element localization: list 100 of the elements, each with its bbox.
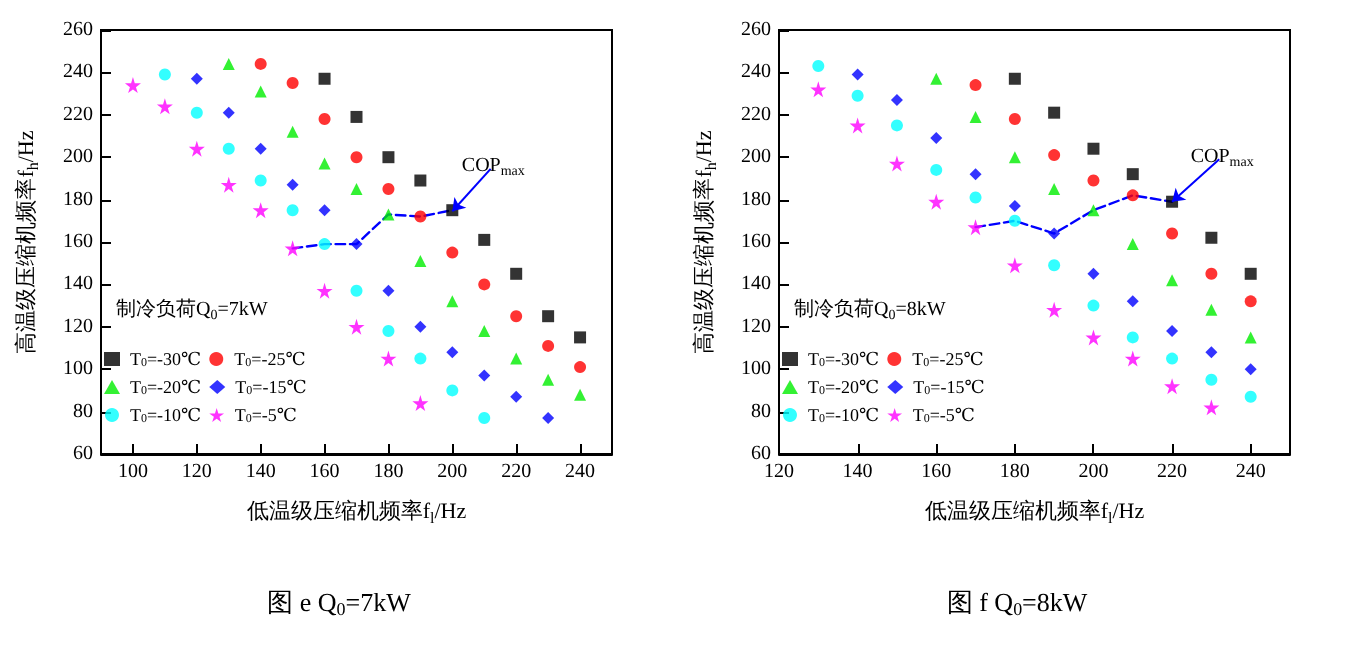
point bbox=[382, 208, 395, 221]
point bbox=[478, 278, 491, 291]
y-tick-label: 260 bbox=[63, 19, 93, 41]
point bbox=[1008, 199, 1021, 212]
y-tick-label: 140 bbox=[741, 273, 771, 296]
point bbox=[1205, 231, 1218, 244]
y-tick-label: 120 bbox=[741, 315, 771, 338]
point bbox=[967, 219, 984, 236]
x-tick-label: 140 bbox=[842, 461, 873, 483]
point bbox=[446, 246, 459, 259]
point bbox=[382, 183, 395, 195]
point bbox=[1244, 295, 1257, 308]
point bbox=[510, 310, 523, 323]
point bbox=[510, 352, 523, 365]
point bbox=[190, 106, 203, 119]
point bbox=[510, 267, 523, 280]
point bbox=[316, 282, 333, 299]
y-tick-label: 140 bbox=[63, 273, 93, 296]
point bbox=[1244, 267, 1257, 280]
y-tick-label: 120 bbox=[63, 315, 93, 338]
point bbox=[1203, 399, 1220, 416]
point bbox=[1048, 149, 1061, 162]
point bbox=[478, 233, 491, 246]
point bbox=[382, 151, 395, 164]
point bbox=[318, 72, 331, 85]
point bbox=[1087, 267, 1100, 280]
point bbox=[1048, 259, 1061, 272]
point bbox=[1008, 214, 1021, 227]
point bbox=[1126, 295, 1139, 308]
y-tick-label: 240 bbox=[741, 61, 771, 84]
point bbox=[158, 68, 171, 81]
y-tick-label: 220 bbox=[63, 103, 93, 126]
point bbox=[810, 81, 827, 98]
point bbox=[1126, 331, 1139, 344]
point bbox=[574, 361, 587, 374]
point bbox=[286, 77, 299, 89]
y-tick-label: 160 bbox=[63, 231, 93, 253]
point bbox=[1205, 346, 1218, 359]
point bbox=[478, 369, 491, 382]
x-tick-label: 220 bbox=[501, 461, 532, 483]
point bbox=[1244, 390, 1257, 403]
point bbox=[851, 68, 864, 81]
point bbox=[350, 183, 363, 195]
point bbox=[1205, 267, 1218, 280]
point bbox=[254, 142, 267, 155]
y-tick-label: 220 bbox=[741, 103, 771, 126]
point bbox=[1205, 303, 1218, 316]
point bbox=[254, 174, 267, 187]
x-tick-label: 220 bbox=[1157, 461, 1188, 483]
point bbox=[254, 57, 267, 70]
x-tick-label: 100 bbox=[117, 461, 148, 483]
point bbox=[542, 411, 555, 424]
point bbox=[414, 320, 427, 333]
point bbox=[1244, 363, 1257, 376]
point bbox=[350, 284, 363, 297]
y-tick-label: 100 bbox=[63, 358, 93, 381]
point bbox=[318, 204, 331, 217]
point bbox=[1087, 204, 1100, 217]
point bbox=[574, 331, 587, 344]
point bbox=[446, 346, 459, 359]
point bbox=[286, 125, 299, 138]
x-tick-label: 200 bbox=[437, 461, 468, 483]
point bbox=[510, 390, 523, 403]
point bbox=[382, 325, 395, 338]
point bbox=[350, 238, 363, 251]
x-tick-label: 240 bbox=[565, 461, 596, 483]
point bbox=[1048, 227, 1061, 240]
x-tick-label: 200 bbox=[1078, 461, 1109, 483]
point bbox=[1008, 72, 1021, 85]
y-tick-label: 240 bbox=[63, 61, 93, 84]
point bbox=[414, 210, 427, 223]
point bbox=[350, 151, 363, 164]
point bbox=[888, 155, 905, 172]
point bbox=[478, 325, 491, 338]
point bbox=[412, 395, 429, 412]
y-axis-title: 高温级压缩机频率fh/Hz bbox=[691, 130, 720, 354]
point bbox=[812, 60, 825, 73]
point bbox=[1008, 113, 1021, 126]
y-tick-label: 200 bbox=[63, 146, 93, 169]
point bbox=[930, 132, 943, 145]
y-tick-label: 60 bbox=[73, 443, 93, 465]
point bbox=[1048, 183, 1061, 195]
point bbox=[284, 240, 301, 257]
y-tick-label: 260 bbox=[741, 19, 771, 41]
point bbox=[1006, 257, 1023, 274]
point bbox=[318, 113, 331, 126]
point bbox=[542, 373, 555, 386]
x-tick-label: 120 bbox=[181, 461, 212, 483]
point bbox=[1166, 227, 1179, 240]
point bbox=[969, 110, 982, 123]
point bbox=[220, 176, 237, 193]
point bbox=[286, 178, 299, 191]
point bbox=[1087, 299, 1100, 312]
point bbox=[414, 174, 427, 187]
point bbox=[318, 157, 331, 170]
point bbox=[849, 117, 866, 134]
point bbox=[1046, 301, 1063, 318]
point bbox=[1164, 378, 1181, 395]
point bbox=[1126, 189, 1139, 202]
point bbox=[1166, 352, 1179, 365]
